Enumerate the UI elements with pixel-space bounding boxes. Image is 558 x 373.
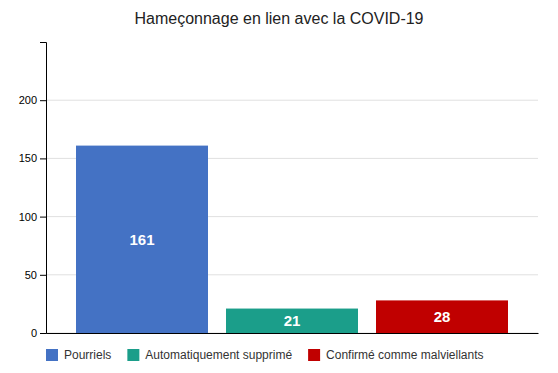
legend-label: Pourriels <box>64 348 111 362</box>
legend-item: Automatiquement supprimé <box>127 348 292 362</box>
chart: 0 50 100 150 200 161 21 28 Pourriels Automatiquem… <box>0 0 558 373</box>
y-tick-mark <box>40 333 46 334</box>
y-tick-label: 200 <box>19 94 37 106</box>
grid-line <box>46 100 538 101</box>
legend-label: Automatiquement supprimé <box>145 348 292 362</box>
legend-label: Confirmé comme malviellants <box>326 348 483 362</box>
data-label: 28 <box>434 308 451 325</box>
y-tick-mark <box>40 217 46 218</box>
y-tick: 100 <box>19 211 46 223</box>
legend-item: Pourriels <box>46 348 111 362</box>
plot-area: 0 50 100 150 200 161 21 28 <box>19 43 539 340</box>
y-tick-label: 150 <box>19 152 37 164</box>
y-tick: 50 <box>25 269 46 281</box>
x-axis <box>47 333 539 334</box>
data-label: 21 <box>284 312 301 329</box>
y-tick: 0 <box>31 327 46 339</box>
y-tick-mark <box>40 275 46 276</box>
data-labels: 161 21 28 <box>129 231 450 329</box>
bars <box>76 146 508 333</box>
bar <box>376 300 508 333</box>
legend-swatch <box>46 349 58 361</box>
title: Hameçonnage en lien avec la COVID-19 <box>134 10 423 27</box>
y-tick: 150 <box>19 152 46 164</box>
grid <box>46 100 538 333</box>
data-label: 161 <box>129 231 154 248</box>
y-tick-mark <box>40 100 46 101</box>
y-tick: 200 <box>19 94 46 106</box>
y-axis-line <box>40 43 47 334</box>
legend: Pourriels Automatiquement supprimé Confirm… <box>46 348 484 362</box>
y-tick-mark <box>40 158 46 159</box>
x-axis-line <box>47 333 539 334</box>
y-tick-label: 50 <box>25 269 37 281</box>
y-tick-label: 100 <box>19 211 37 223</box>
legend-swatch <box>308 349 320 361</box>
y-tick-label: 0 <box>31 327 37 339</box>
legend-swatch <box>127 349 139 361</box>
bar <box>76 146 208 333</box>
legend-item: Confirmé comme malviellants <box>308 348 483 362</box>
bar <box>226 309 358 333</box>
y-axis: 0 50 100 150 200 <box>19 43 47 340</box>
